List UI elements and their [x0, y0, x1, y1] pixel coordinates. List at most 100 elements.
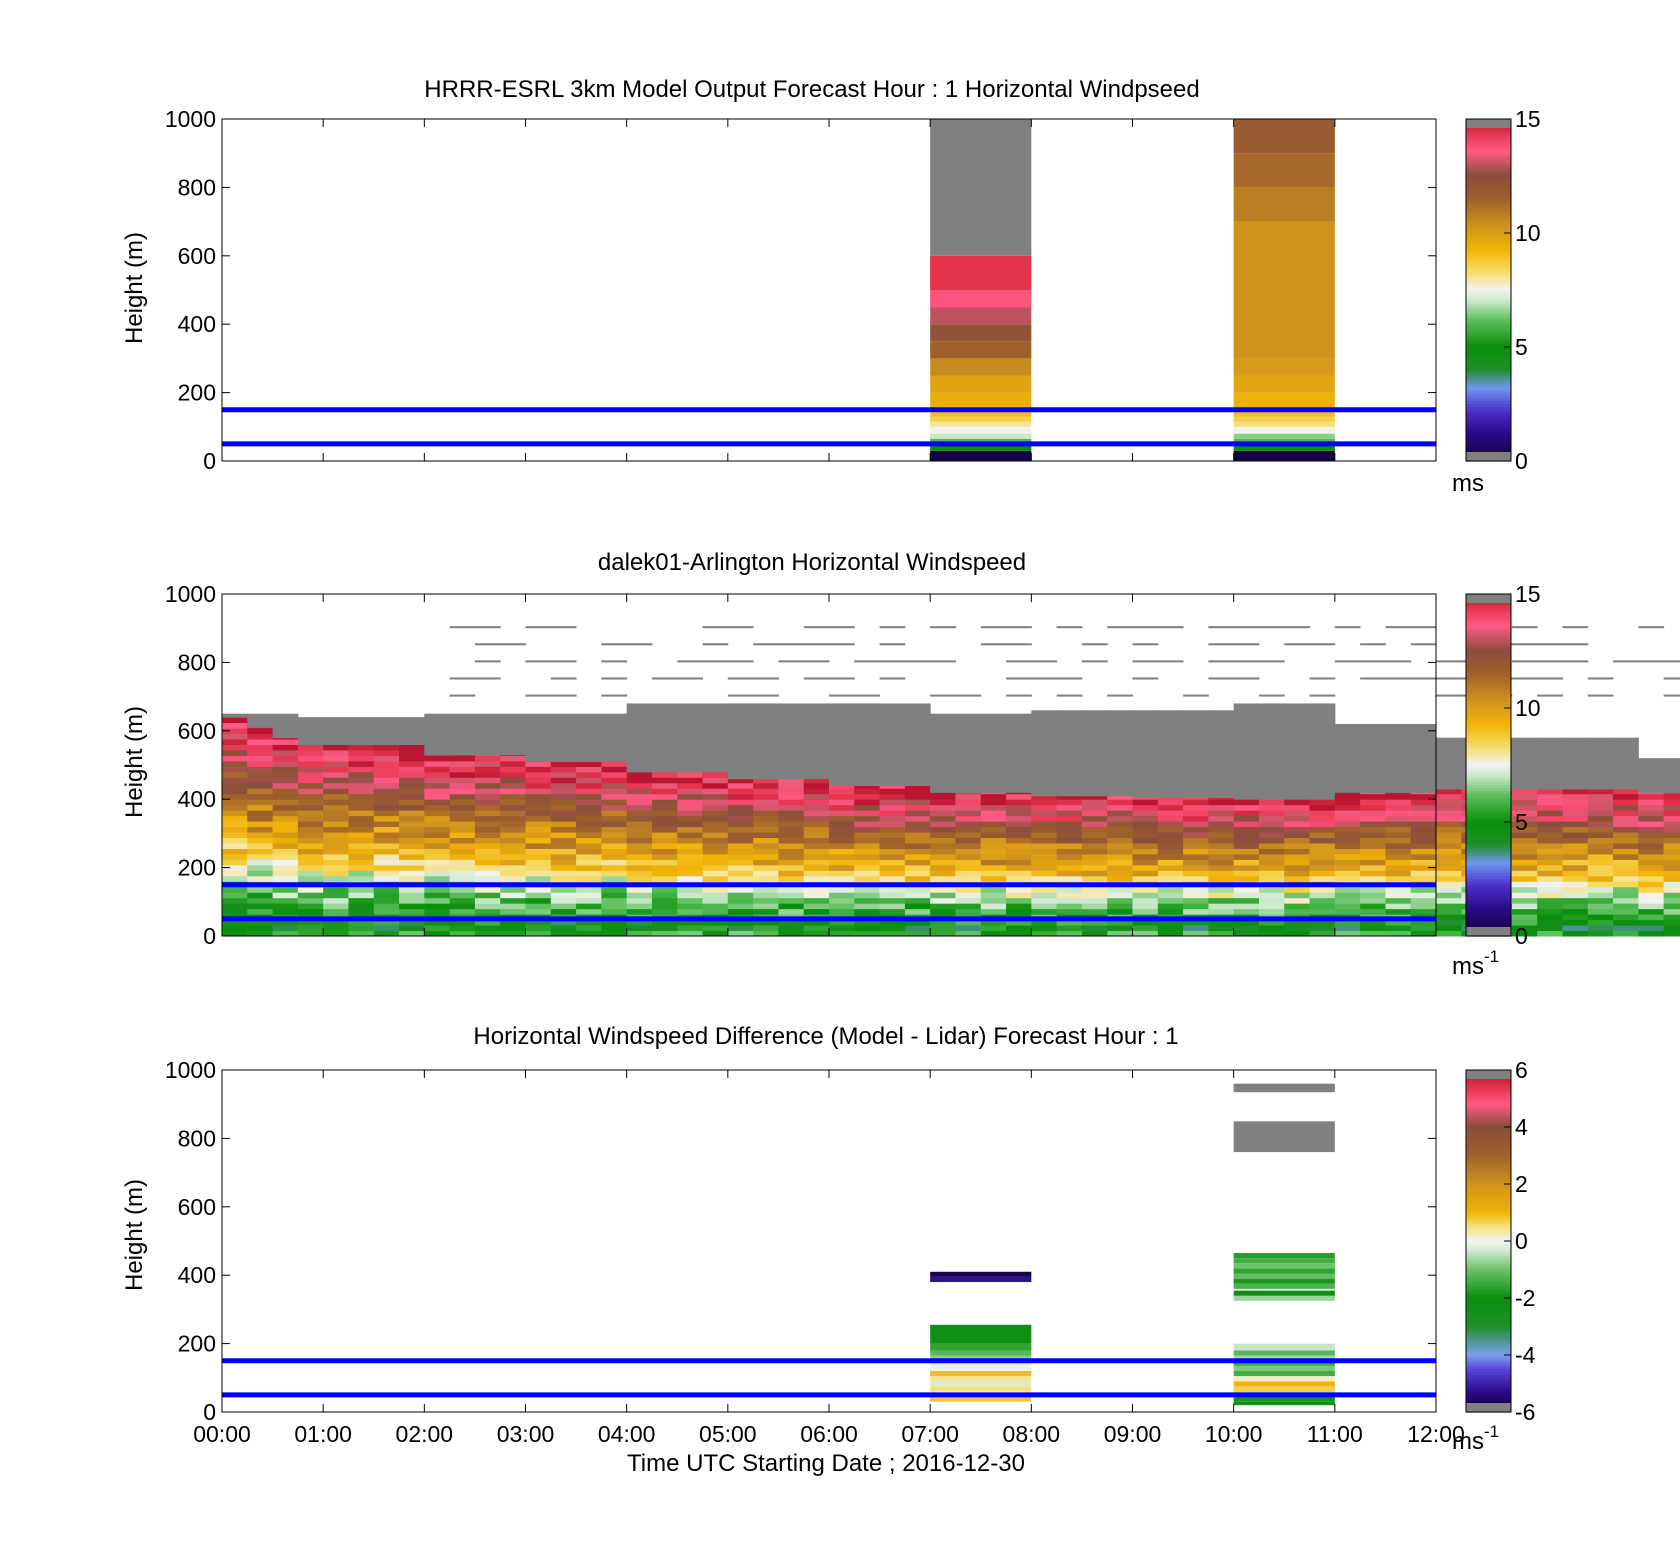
- heatmap-cell: [930, 660, 956, 663]
- heatmap-cell: [1613, 875, 1639, 882]
- heatmap-cell: [803, 707, 830, 714]
- heatmap-cell: [1006, 743, 1032, 750]
- heatmap-cell: [474, 643, 501, 646]
- heatmap-cell: [677, 908, 704, 915]
- heatmap-cell: [1258, 815, 1285, 822]
- heatmap-cell: [930, 759, 956, 766]
- heatmap-cell: [1107, 919, 1133, 926]
- heatmap-cell: [1410, 786, 1437, 793]
- colorbar-segment: [1466, 1181, 1511, 1185]
- heatmap-cell: [1334, 864, 1361, 871]
- heatmap-cell: [550, 793, 577, 800]
- heatmap-cell: [1107, 804, 1133, 811]
- heatmap-cell: [677, 706, 704, 713]
- heatmap-cell: [1537, 783, 1563, 790]
- heatmap-cell: [1613, 815, 1639, 822]
- heatmap-cell: [424, 777, 451, 784]
- heatmap-cell: [904, 703, 931, 710]
- heatmap-cell: [727, 723, 754, 730]
- heatmap-cell: [222, 897, 248, 904]
- colorbar-segment: [1466, 284, 1511, 288]
- heatmap-cell: [1587, 859, 1614, 866]
- colorbar-segment: [1466, 793, 1511, 797]
- heatmap-cell: [1360, 793, 1386, 800]
- heatmap-cell: [677, 837, 704, 844]
- heatmap-cell: [626, 799, 653, 806]
- heatmap-cell: [1436, 750, 1462, 757]
- heatmap-cell: [1056, 768, 1083, 775]
- heatmap-cell: [297, 832, 324, 839]
- heatmap-cell: [1081, 886, 1108, 893]
- heatmap-cell: [1638, 925, 1665, 932]
- heatmap-cell: [702, 766, 729, 773]
- heatmap-cell: [1183, 853, 1209, 860]
- heatmap-cell: [955, 726, 982, 733]
- heatmap-cell: [1334, 732, 1361, 739]
- heatmap-cell: [272, 870, 299, 877]
- heatmap-cell: [1436, 908, 1462, 915]
- heatmap-cell: [1410, 842, 1437, 849]
- heatmap-cell: [1562, 750, 1589, 757]
- colorbar-segment: [1466, 1392, 1511, 1396]
- heatmap-cell: [474, 749, 501, 756]
- heatmap-cell: [879, 799, 906, 806]
- heatmap-cell: [702, 908, 729, 915]
- colorbar-segment: [1466, 1203, 1511, 1208]
- heatmap-cell: [1031, 660, 1058, 663]
- colorbar-segment: [1466, 1169, 1511, 1174]
- colorbar-segment: [1466, 727, 1511, 732]
- heatmap-cell: [576, 870, 602, 877]
- heatmap-cell: [424, 886, 451, 893]
- heatmap-cell: [1208, 726, 1235, 733]
- x-tick-label: 02:00: [396, 1421, 454, 1447]
- colorbar-segment: [1466, 1298, 1511, 1302]
- heatmap-cell: [272, 810, 299, 817]
- heatmap-cell: [1334, 781, 1361, 788]
- heatmap-cell: [348, 755, 375, 762]
- colorbar-segment: [1466, 421, 1511, 425]
- y-tick-label: 800: [178, 1125, 216, 1151]
- heatmap-cell: [1107, 925, 1133, 932]
- heatmap-cell: [1284, 799, 1311, 806]
- heatmap-cell: [297, 908, 324, 915]
- heatmap-cell: [500, 848, 526, 855]
- heatmap-cell: [677, 826, 704, 833]
- heatmap-cell: [753, 694, 779, 697]
- heatmap-cell: [222, 870, 248, 877]
- heatmap-cell: [1537, 677, 1563, 680]
- heatmap-cell: [677, 788, 704, 795]
- heatmap-cell: [1107, 832, 1133, 839]
- heatmap-cell: [1006, 892, 1032, 899]
- heatmap-cell: [1233, 660, 1260, 663]
- y-tick-label: 600: [178, 1194, 216, 1220]
- heatmap-cell: [1562, 892, 1589, 899]
- heatmap-cell: [1208, 804, 1235, 811]
- heatmap-cell: [222, 821, 248, 828]
- heatmap-cell: [727, 626, 754, 629]
- heatmap-cell: [727, 762, 754, 769]
- heatmap-cell: [1360, 723, 1386, 728]
- y-tick-label: 0: [203, 448, 216, 474]
- heatmap-cell: [1410, 643, 1437, 646]
- heatmap-cell: [1587, 870, 1614, 877]
- heatmap-cell: [348, 760, 375, 767]
- heatmap-cell: [803, 908, 830, 915]
- heatmap-cell: [424, 892, 451, 899]
- colorbar-segment: [1466, 676, 1511, 681]
- heatmap-cell: [1587, 864, 1614, 871]
- heatmap-cell: [348, 766, 375, 773]
- heatmap-cell: [1258, 755, 1285, 762]
- heatmap-cell: [1511, 914, 1538, 921]
- heatmap-cell: [399, 892, 425, 899]
- heatmap-cell: [753, 919, 779, 926]
- heatmap-cell: [1613, 853, 1639, 860]
- heatmap-cell: [1081, 826, 1108, 833]
- heatmap-cell: [930, 392, 1032, 410]
- heatmap-cell: [1537, 903, 1563, 910]
- heatmap-cell: [1233, 722, 1260, 729]
- heatmap-cell: [373, 826, 400, 833]
- heatmap-cell: [1056, 773, 1083, 780]
- heatmap-cell: [753, 815, 779, 822]
- colorbar-segment: [1466, 918, 1511, 923]
- heatmap-cell: [500, 925, 526, 932]
